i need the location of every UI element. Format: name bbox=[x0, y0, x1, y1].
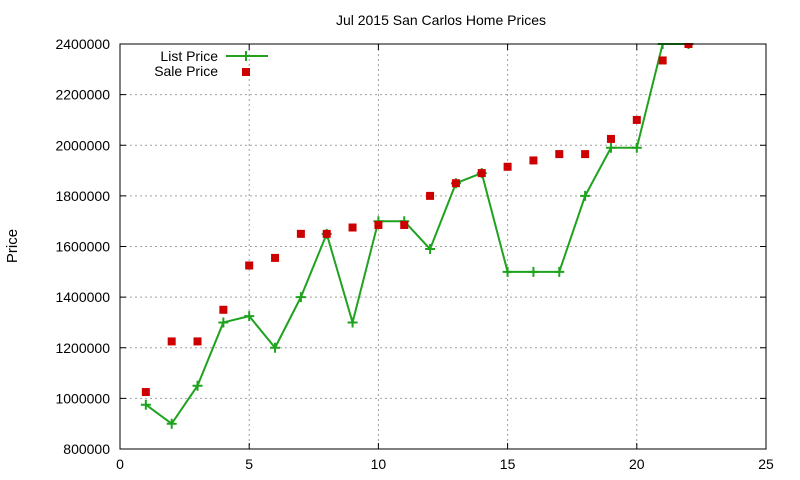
y-axis-title: Price bbox=[4, 229, 21, 263]
list-price-point bbox=[605, 142, 616, 153]
sale-price-point bbox=[555, 150, 564, 159]
list-price-point bbox=[554, 266, 565, 277]
list-price-point bbox=[270, 342, 281, 353]
sale-price-point bbox=[193, 337, 202, 346]
series-line-list-price bbox=[145, 43, 689, 425]
legend-label-sale-price: Sale Price bbox=[154, 63, 218, 79]
sale-price-point bbox=[322, 229, 331, 238]
sale-price-point bbox=[296, 229, 305, 238]
y-tick-label: 1000000 bbox=[55, 390, 110, 406]
sale-price-point bbox=[503, 162, 512, 171]
x-tick-label: 25 bbox=[758, 456, 774, 472]
sale-price-point bbox=[271, 253, 280, 262]
y-tick-label: 2000000 bbox=[55, 137, 110, 153]
list-price-point bbox=[244, 311, 255, 322]
list-price-point bbox=[295, 292, 306, 303]
data-series bbox=[140, 43, 694, 429]
y-tick-label: 2200000 bbox=[55, 87, 110, 103]
sale-price-point bbox=[141, 388, 150, 397]
y-tick-label: 1600000 bbox=[55, 239, 110, 255]
list-price-point bbox=[425, 244, 436, 255]
y-tick-labels: 800000 1000000 1200000 1400000 1600000 180000… bbox=[55, 36, 110, 457]
sale-price-point bbox=[581, 150, 590, 159]
sale-price-point bbox=[606, 134, 615, 143]
sale-price-point bbox=[632, 115, 641, 124]
sale-price-point bbox=[477, 169, 486, 178]
y-tick-label: 1800000 bbox=[55, 188, 110, 204]
legend-label-list-price: List Price bbox=[160, 48, 218, 64]
legend: List Price Sale Price bbox=[154, 48, 268, 79]
list-price-point bbox=[140, 399, 151, 410]
x-tick-labels: 0 5 10 15 20 25 bbox=[116, 456, 774, 472]
sale-price-point bbox=[167, 337, 176, 346]
y-tick-label: 2400000 bbox=[55, 36, 110, 52]
x-tick-label: 15 bbox=[500, 456, 516, 472]
list-price-point bbox=[347, 317, 358, 328]
legend-marker-sale-price bbox=[242, 68, 250, 76]
x-tick-label: 10 bbox=[371, 456, 387, 472]
legend-marker-list-price bbox=[241, 51, 251, 61]
x-tick-label: 20 bbox=[629, 456, 645, 472]
list-price-point bbox=[218, 317, 229, 328]
plot-frame bbox=[119, 43, 767, 450]
sale-price-point bbox=[426, 191, 435, 200]
sale-price-point bbox=[684, 43, 693, 48]
list-price-point bbox=[528, 266, 539, 277]
list-price-point bbox=[580, 190, 591, 201]
sale-price-point bbox=[658, 56, 667, 65]
list-price-point bbox=[166, 418, 177, 429]
y-tick-label: 800000 bbox=[63, 441, 110, 457]
x-tick-label: 0 bbox=[116, 456, 124, 472]
list-price-point bbox=[502, 266, 513, 277]
chart-title: Jul 2015 San Carlos Home Prices bbox=[336, 12, 546, 28]
x-tick-label: 5 bbox=[245, 456, 253, 472]
sale-price-point bbox=[374, 220, 383, 229]
sale-price-point bbox=[451, 179, 460, 188]
sale-price-point bbox=[245, 261, 254, 270]
sale-price-point bbox=[219, 305, 228, 314]
y-tick-label: 1200000 bbox=[55, 340, 110, 356]
sale-price-point bbox=[348, 223, 357, 232]
y-tick-label: 1400000 bbox=[55, 289, 110, 305]
list-price-point bbox=[631, 142, 642, 153]
sale-price-point bbox=[529, 156, 538, 165]
list-price-point bbox=[192, 380, 203, 391]
grid-lines bbox=[120, 44, 766, 449]
sale-price-point bbox=[400, 220, 409, 229]
